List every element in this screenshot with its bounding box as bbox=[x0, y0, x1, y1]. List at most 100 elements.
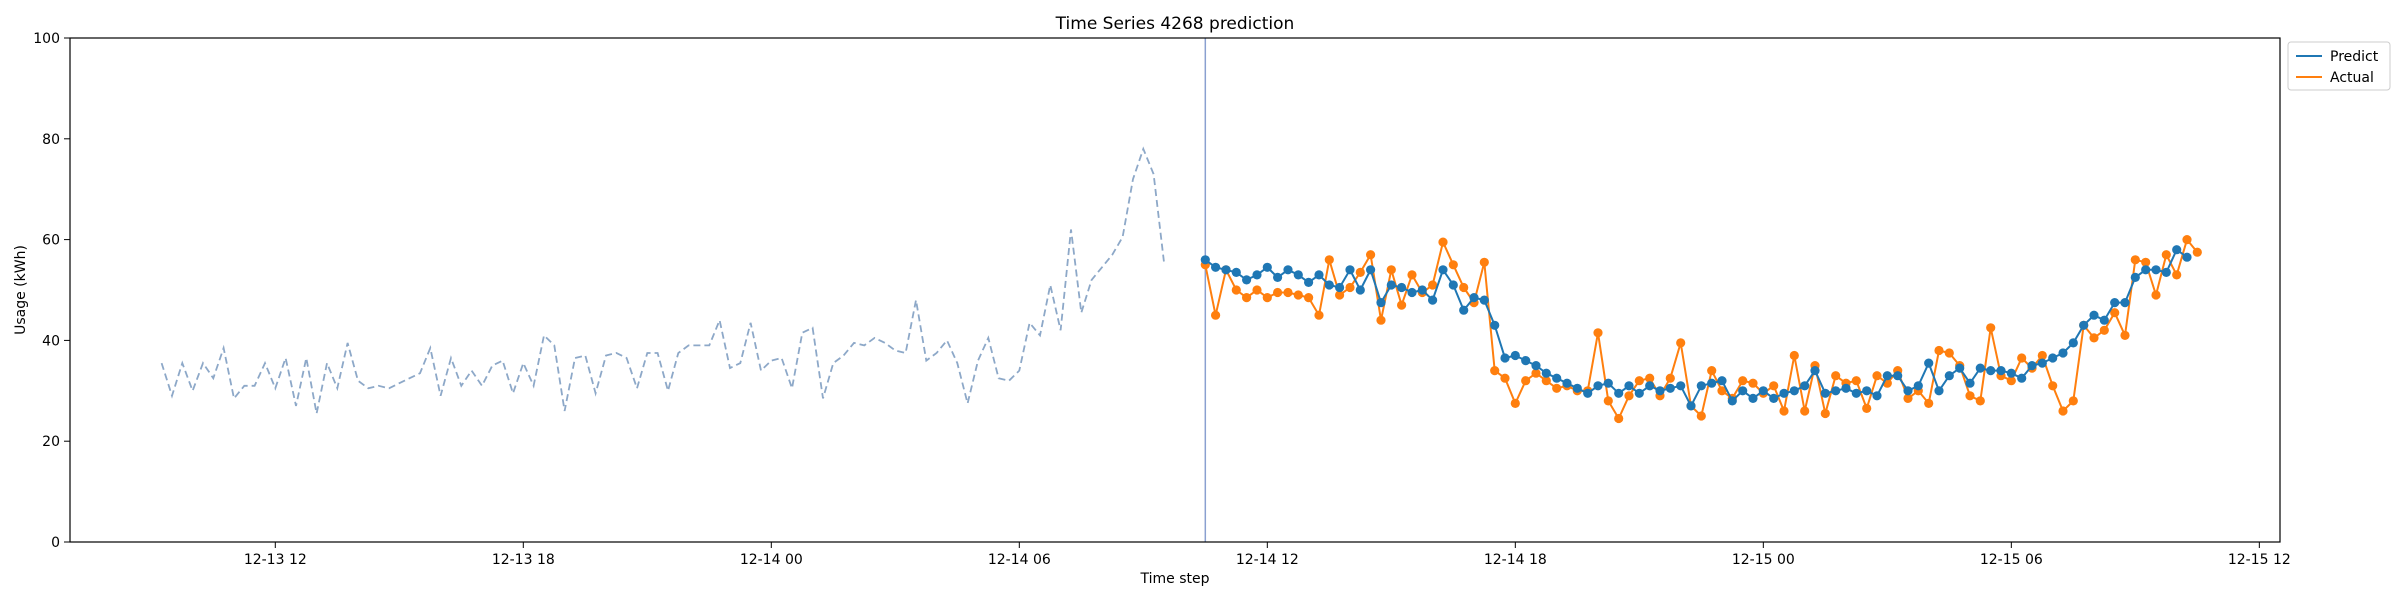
predict-point bbox=[1645, 381, 1655, 391]
predict-point bbox=[1903, 386, 1913, 396]
predict-point bbox=[2120, 298, 2130, 308]
actual-point bbox=[2058, 406, 2068, 416]
actual-point bbox=[1789, 350, 1799, 361]
actual-point bbox=[1903, 393, 1913, 403]
predict-point bbox=[1345, 265, 1355, 275]
actual-point bbox=[1242, 293, 1252, 303]
actual-point bbox=[2037, 350, 2047, 361]
actual-point bbox=[2161, 250, 2171, 260]
actual-point bbox=[1438, 237, 1448, 247]
predict-point bbox=[1552, 373, 1562, 383]
actual-point bbox=[1944, 348, 1954, 358]
predict-point bbox=[1727, 396, 1737, 406]
x-tick-label: 12-13 18 bbox=[492, 552, 555, 568]
predict-point bbox=[1986, 366, 1996, 376]
actual-point bbox=[1769, 381, 1779, 391]
predict-point bbox=[1603, 378, 1613, 388]
predict-point bbox=[2079, 320, 2089, 330]
predict-point bbox=[1273, 272, 1283, 282]
actual-point bbox=[1211, 310, 1221, 320]
predict-point bbox=[1738, 386, 1748, 396]
predict-point bbox=[1893, 371, 1903, 381]
actual-point bbox=[1531, 368, 1541, 378]
actual-point bbox=[1717, 386, 1727, 396]
actual-point bbox=[1324, 255, 1334, 265]
actual-point bbox=[1552, 383, 1562, 393]
predict-point bbox=[1262, 262, 1272, 272]
predict-point bbox=[1438, 265, 1448, 275]
predict-point bbox=[1500, 353, 1510, 363]
actual-point bbox=[1314, 310, 1324, 320]
predict-point bbox=[1789, 386, 1799, 396]
actual-point bbox=[2120, 330, 2130, 340]
predict-point bbox=[1314, 270, 1324, 280]
actual-point bbox=[1428, 280, 1438, 290]
predict-point bbox=[1655, 386, 1665, 396]
actual-point bbox=[2130, 255, 2140, 265]
predict-point bbox=[1531, 361, 1541, 371]
predict-point bbox=[1696, 381, 1706, 391]
predict-point bbox=[2182, 252, 2192, 262]
predict-point bbox=[1407, 287, 1417, 298]
x-axis-label: Time step bbox=[1140, 571, 1210, 587]
predict-point bbox=[1810, 366, 1820, 376]
predict-point bbox=[1593, 381, 1603, 391]
actual-point bbox=[1665, 373, 1675, 383]
actual-point bbox=[1407, 270, 1417, 280]
predict-point bbox=[1448, 280, 1458, 290]
actual-point bbox=[1252, 285, 1262, 295]
predict-point bbox=[1924, 358, 1934, 368]
y-tick-label: 80 bbox=[42, 132, 60, 148]
predict-point bbox=[1583, 388, 1593, 398]
actual-point bbox=[1479, 257, 1489, 267]
actual-point bbox=[1862, 403, 1872, 413]
y-tick-label: 100 bbox=[33, 31, 60, 47]
predict-point bbox=[1717, 376, 1727, 386]
predict-point bbox=[2006, 368, 2016, 378]
actual-point bbox=[1273, 287, 1283, 298]
actual-point bbox=[1779, 406, 1789, 416]
actual-point bbox=[1800, 406, 1810, 416]
actual-point bbox=[2017, 353, 2027, 363]
actual-point bbox=[1366, 250, 1376, 260]
actual-point bbox=[1376, 315, 1386, 325]
predict-point bbox=[1469, 293, 1479, 303]
actual-point bbox=[1634, 376, 1644, 386]
predict-point bbox=[1965, 378, 1975, 388]
predict-point bbox=[1221, 265, 1231, 275]
predict-point bbox=[1304, 277, 1314, 287]
predict-point bbox=[1975, 363, 1985, 373]
actual-point bbox=[1975, 396, 1985, 406]
actual-point bbox=[1676, 338, 1686, 348]
predict-point bbox=[2130, 272, 2140, 282]
predict-point bbox=[1707, 378, 1717, 388]
predict-point bbox=[2068, 338, 2078, 348]
actual-point bbox=[2151, 290, 2161, 300]
actual-point bbox=[1448, 260, 1458, 270]
actual-point bbox=[1831, 371, 1841, 381]
predict-point bbox=[2037, 358, 2047, 368]
actual-point bbox=[1872, 371, 1882, 381]
predict-point bbox=[1324, 280, 1334, 290]
predict-point bbox=[1851, 388, 1861, 398]
predict-point bbox=[1490, 320, 1500, 330]
predict-point bbox=[2141, 265, 2151, 275]
actual-point bbox=[2048, 381, 2058, 391]
actual-point bbox=[1510, 398, 1520, 408]
predict-point bbox=[1252, 270, 1262, 280]
predict-point bbox=[1428, 295, 1438, 305]
legend-label-actual: Actual bbox=[2330, 70, 2374, 86]
predict-point bbox=[1686, 401, 1696, 411]
x-tick-label: 12-14 00 bbox=[740, 552, 803, 568]
predict-point bbox=[2048, 353, 2058, 363]
predict-point bbox=[2058, 348, 2068, 358]
actual-line bbox=[1204, 237, 2199, 421]
predict-point bbox=[1944, 371, 1954, 381]
predict-point bbox=[1562, 378, 1572, 388]
actual-point bbox=[2192, 247, 2202, 257]
predict-point bbox=[1665, 383, 1675, 393]
plot-area bbox=[160, 38, 2202, 542]
predict-point bbox=[1510, 350, 1520, 361]
actual-point bbox=[1304, 293, 1314, 303]
predict-point bbox=[1634, 388, 1644, 398]
